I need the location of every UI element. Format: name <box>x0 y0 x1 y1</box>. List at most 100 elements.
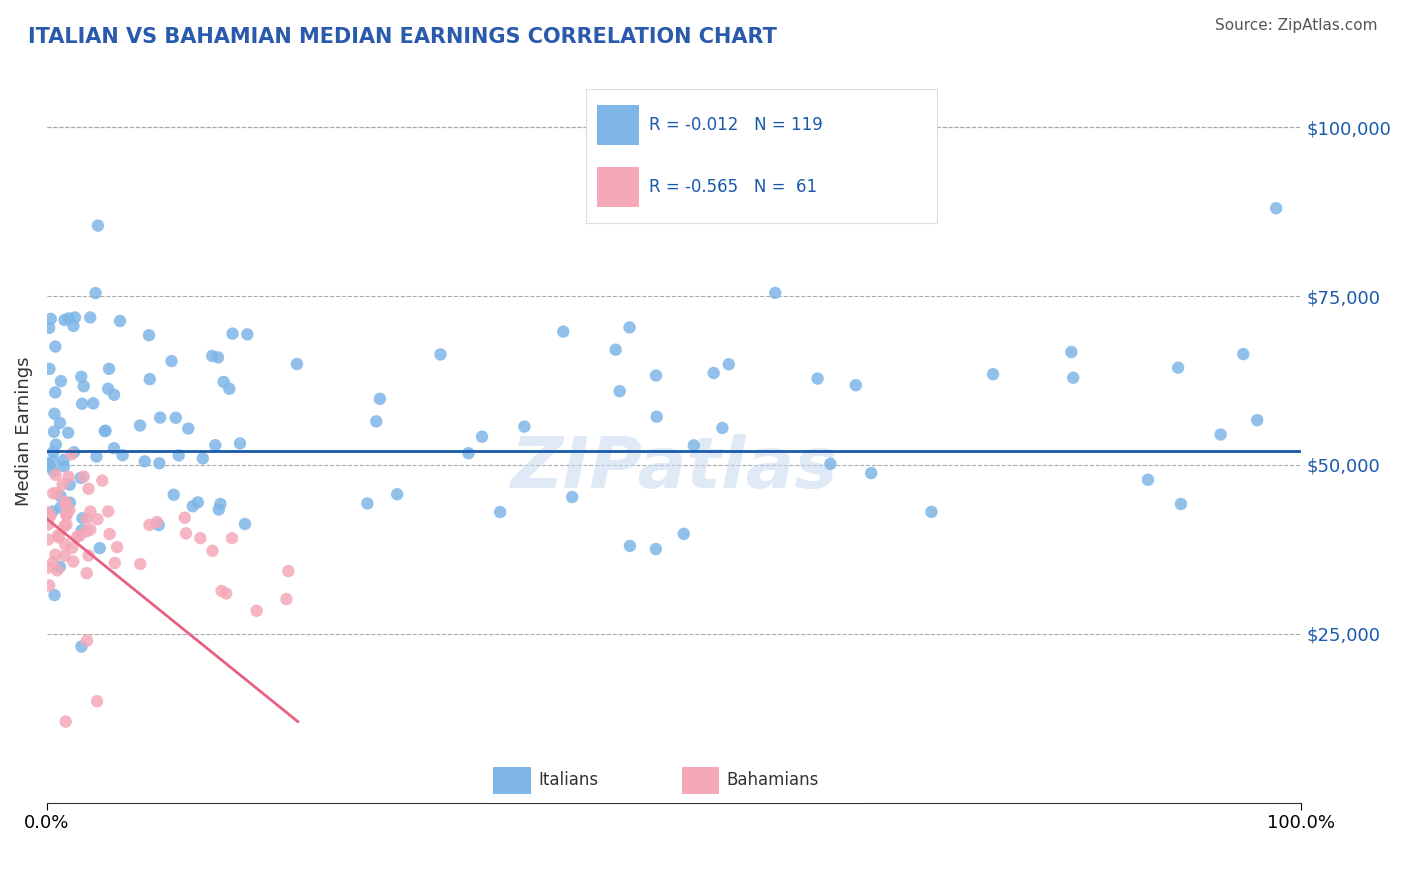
Point <box>619 539 641 553</box>
Point <box>860 466 883 480</box>
Point <box>59 495 82 509</box>
Point <box>44 407 66 421</box>
Point <box>38 321 60 335</box>
Text: ZIPatlas: ZIPatlas <box>510 434 838 503</box>
Point <box>73 469 96 483</box>
Point <box>229 436 252 450</box>
Point <box>672 526 695 541</box>
Point <box>276 592 298 607</box>
Point <box>191 451 214 466</box>
Point <box>368 392 391 406</box>
Point <box>38 578 60 592</box>
Point <box>82 396 104 410</box>
Point <box>149 410 172 425</box>
Point <box>37 561 59 575</box>
Point <box>236 327 259 342</box>
Point <box>42 445 65 459</box>
Point <box>1062 370 1084 384</box>
Point <box>77 549 100 563</box>
Point <box>55 517 77 532</box>
Point <box>208 502 231 516</box>
Point <box>73 379 96 393</box>
Point <box>215 586 238 600</box>
Point <box>167 449 190 463</box>
Point <box>76 633 98 648</box>
Point <box>42 486 65 500</box>
Point <box>717 357 740 371</box>
Point <box>211 583 233 598</box>
Point <box>63 445 86 459</box>
Point <box>763 285 786 300</box>
Point <box>94 424 117 438</box>
Point <box>84 286 107 301</box>
Point <box>49 489 72 503</box>
Point <box>1060 345 1083 359</box>
Point <box>129 418 152 433</box>
Point <box>1246 413 1268 427</box>
Point <box>70 397 93 411</box>
Point <box>55 508 77 522</box>
Point <box>79 310 101 325</box>
Point <box>44 340 66 354</box>
Point <box>91 474 114 488</box>
Point <box>98 361 121 376</box>
Point <box>75 524 97 539</box>
Point <box>105 540 128 554</box>
Point <box>356 496 378 510</box>
Point <box>89 541 111 556</box>
Point <box>97 382 120 396</box>
Point <box>53 549 76 563</box>
Point <box>553 325 575 339</box>
Point <box>62 554 84 568</box>
Point <box>37 506 59 520</box>
Point <box>513 419 536 434</box>
Text: ITALIAN VS BAHAMIAN MEDIAN EARNINGS CORRELATION CHART: ITALIAN VS BAHAMIAN MEDIAN EARNINGS CORR… <box>28 27 778 46</box>
Point <box>63 310 86 325</box>
Point <box>39 312 62 326</box>
Point <box>49 374 72 388</box>
Point <box>233 516 256 531</box>
Point <box>70 640 93 654</box>
Text: Source: ZipAtlas.com: Source: ZipAtlas.com <box>1215 18 1378 33</box>
Point <box>129 557 152 571</box>
Point <box>682 438 704 452</box>
Point <box>204 438 226 452</box>
Point <box>221 326 243 341</box>
Point <box>1265 201 1288 215</box>
Point <box>246 604 269 618</box>
Point <box>53 519 76 533</box>
Point <box>163 488 186 502</box>
Point <box>42 464 65 478</box>
Point <box>98 527 121 541</box>
Point <box>725 174 748 188</box>
Point <box>56 425 79 440</box>
Point <box>429 347 451 361</box>
Point <box>60 447 83 461</box>
Point <box>55 498 77 512</box>
Point <box>207 351 229 365</box>
Point <box>53 313 76 327</box>
Point <box>212 375 235 389</box>
Point <box>44 385 66 400</box>
Point <box>60 541 83 555</box>
Point <box>55 495 77 509</box>
Point <box>52 477 75 491</box>
Point <box>177 422 200 436</box>
Point <box>41 505 63 519</box>
Point <box>49 559 72 574</box>
Point <box>69 471 91 485</box>
Point <box>55 508 77 523</box>
Point <box>201 349 224 363</box>
Point <box>277 564 299 578</box>
Point <box>103 441 125 455</box>
Point <box>38 508 60 523</box>
Point <box>37 456 59 470</box>
Point <box>703 366 725 380</box>
Point <box>146 515 169 529</box>
Point <box>53 537 76 551</box>
Point <box>638 206 661 220</box>
Point <box>218 382 240 396</box>
Point <box>42 425 65 439</box>
Point <box>188 531 211 545</box>
Point <box>561 490 583 504</box>
